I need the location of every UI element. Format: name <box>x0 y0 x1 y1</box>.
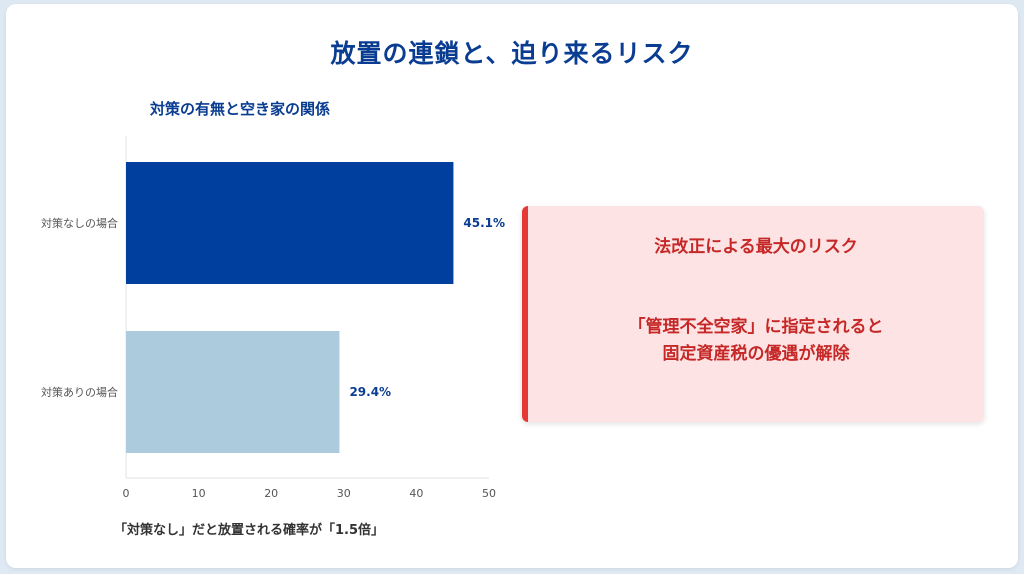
bar <box>126 162 454 284</box>
x-tick-label: 20 <box>264 487 278 500</box>
risk-callout: 法改正による最大のリスク 「管理不全空家」に指定されると 固定資産税の優遇が解除 <box>522 206 984 422</box>
risk-line-1: 「管理不全空家」に指定されると <box>628 317 884 337</box>
risk-line-2: 固定資産税の優遇が解除 <box>662 344 850 364</box>
data-label: 29.4% <box>349 385 391 399</box>
chart-title: 対策の有無と空き家の関係 <box>150 100 331 118</box>
category-label: 対策なしの場合 <box>41 216 118 230</box>
category-label: 対策ありの場合 <box>41 385 118 399</box>
x-tick-label: 0 <box>123 487 130 500</box>
page-title: 放置の連鎖と、迫り来るリスク <box>330 39 694 68</box>
x-tick-label: 50 <box>482 487 496 500</box>
chart-caption: 「対策なし」だと放置される確率が「1.5倍」 <box>114 523 385 538</box>
x-tick-label: 40 <box>409 487 423 500</box>
x-tick-label: 30 <box>337 487 351 500</box>
bar <box>126 331 340 453</box>
risk-title: 法改正による最大のリスク <box>654 237 858 257</box>
risk-body: 「管理不全空家」に指定されると 固定資産税の優遇が解除 <box>528 314 984 368</box>
data-label: 45.1% <box>463 216 505 230</box>
x-tick-label: 10 <box>192 487 206 500</box>
